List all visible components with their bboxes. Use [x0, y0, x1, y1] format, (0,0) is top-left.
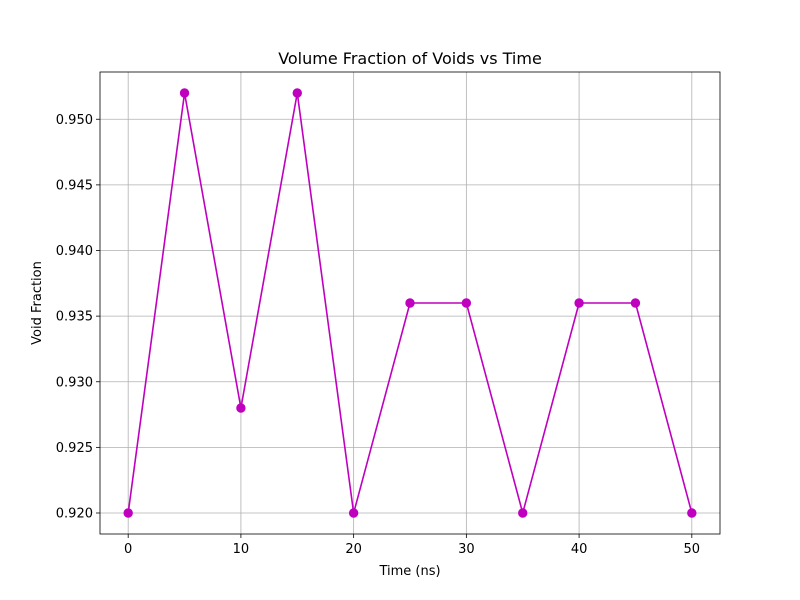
plot-frame	[99, 71, 721, 535]
data-point	[292, 88, 302, 98]
data-point	[574, 298, 584, 308]
x-tick-label: 20	[345, 542, 362, 557]
data-point	[236, 403, 246, 413]
data-point	[518, 508, 528, 518]
ticks: 0 10 20 30 40 50 0.920 0.925 0.930 0.935 0.940 0.94…	[56, 113, 700, 557]
data-point	[179, 88, 190, 98]
data-point	[461, 298, 472, 308]
y-tick-label: 0.950	[56, 113, 93, 128]
y-tick-label: 0.930	[56, 375, 93, 390]
data-point	[348, 508, 359, 518]
series-group	[123, 88, 697, 518]
y-axis-label: Void Fraction	[30, 261, 45, 345]
y-tick-label: 0.935	[56, 310, 93, 325]
data-point	[630, 298, 641, 308]
y-tick-label: 0.940	[56, 244, 93, 259]
x-tick-label: 0	[124, 542, 132, 557]
data-point	[405, 298, 415, 308]
data-point	[123, 508, 133, 518]
y-tick-label: 0.925	[56, 441, 93, 456]
chart-title: Volume Fraction of Voids vs Time	[278, 49, 542, 68]
x-axis-label: Time (ns)	[378, 564, 440, 579]
x-tick-label: 30	[458, 542, 475, 557]
x-tick-label: 50	[684, 542, 701, 557]
x-tick-label: 40	[571, 542, 588, 557]
y-tick-label: 0.945	[56, 178, 93, 193]
x-tick-label: 10	[233, 542, 250, 557]
data-point	[687, 508, 697, 518]
y-tick-label: 0.920	[56, 507, 93, 522]
